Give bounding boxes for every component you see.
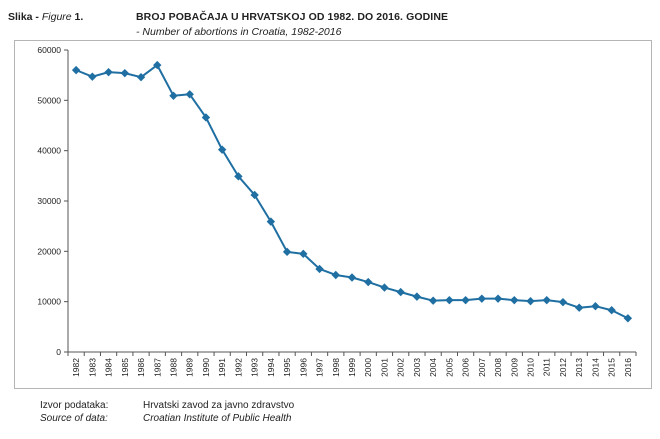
x-tick-label: 2010 xyxy=(526,358,536,377)
data-point xyxy=(185,90,194,99)
x-tick-label: 2007 xyxy=(477,358,487,377)
line-chart: 0 10000 20000 30000 40000 50000 60000 1982 1983… xyxy=(14,40,652,389)
chart-title: BROJ POBAČAJA U HRVATSKOJ OD 1982. DO 20… xyxy=(136,11,449,23)
y-tick-label: 10000 xyxy=(37,297,61,307)
x-tick-label: 1992 xyxy=(233,358,243,377)
y-tick-label: 20000 xyxy=(37,246,61,256)
source-hr: Izvor podataka: Hrvatski zavod za javno z… xyxy=(40,400,294,411)
data-point xyxy=(526,296,535,306)
y-tick-label: 60000 xyxy=(37,45,61,55)
data-point xyxy=(217,145,227,154)
x-tick-label: 2016 xyxy=(623,358,633,377)
chart-area: 0 10000 20000 30000 40000 50000 60000 1982 1983… xyxy=(14,40,652,389)
x-tick-label: 1985 xyxy=(120,358,130,377)
x-tick-label: 2014 xyxy=(590,358,600,377)
x-tick-label: 1999 xyxy=(347,358,357,377)
x-tick-label: 2009 xyxy=(509,358,519,377)
data-point xyxy=(331,270,340,280)
data-point xyxy=(104,67,113,77)
data-point xyxy=(169,91,178,101)
source-label-en: Source of data: xyxy=(40,413,108,424)
x-tick-label: 1998 xyxy=(331,358,341,377)
x-tick-label: 2012 xyxy=(558,358,568,377)
x-tick-label: 2004 xyxy=(428,358,438,377)
x-tick-label: 1988 xyxy=(168,358,178,377)
y-tick-label: 0 xyxy=(56,347,61,357)
x-axis: 1982 1983 1984 1985 1986 1987 1988 1989 1990 1991… xyxy=(67,351,637,377)
data-point xyxy=(88,72,97,81)
x-tick-label: 1994 xyxy=(266,358,276,377)
x-tick-label: 1984 xyxy=(104,358,114,377)
y-tick-label: 40000 xyxy=(37,146,61,156)
data-point xyxy=(591,301,600,311)
source-value-en: Croatian Institute of Public Health xyxy=(143,413,292,424)
data-point xyxy=(558,297,568,307)
x-tick-label: 2013 xyxy=(574,358,584,377)
data-point xyxy=(120,68,129,78)
data-point xyxy=(250,190,259,200)
data-point xyxy=(234,172,243,181)
x-tick-label: 2001 xyxy=(379,358,389,377)
data-point xyxy=(201,113,211,122)
data-point xyxy=(136,72,146,82)
x-tick-label: 1986 xyxy=(136,358,146,377)
data-point xyxy=(153,60,162,70)
data-point xyxy=(477,294,487,303)
data-point xyxy=(461,295,470,305)
data-point xyxy=(364,277,373,287)
data-point xyxy=(396,287,405,297)
x-tick-label: 1983 xyxy=(87,358,97,377)
x-tick-label: 1996 xyxy=(298,358,308,377)
figure-label-number: 1. xyxy=(71,11,84,23)
x-tick-label: 1990 xyxy=(201,358,211,377)
x-tick-label: 1991 xyxy=(217,358,227,377)
data-point xyxy=(71,65,81,75)
chart-subtitle: - Number of abortions in Croatia, 1982-2… xyxy=(136,26,342,38)
data-point xyxy=(607,306,616,315)
data-point xyxy=(315,264,324,274)
x-tick-label: 1995 xyxy=(282,358,292,377)
source-label-hr: Izvor podataka: xyxy=(40,400,109,411)
data-point xyxy=(575,303,584,312)
y-axis: 0 10000 20000 30000 40000 50000 60000 xyxy=(37,45,69,357)
x-tick-label: 1993 xyxy=(250,358,260,377)
y-tick-label: 50000 xyxy=(37,95,61,105)
x-tick-label: 2006 xyxy=(461,358,471,377)
data-point xyxy=(428,296,438,305)
data-point xyxy=(412,292,422,301)
x-tick-label: 2003 xyxy=(412,358,422,377)
series-abortions xyxy=(71,60,633,323)
x-tick-label: 2015 xyxy=(607,358,617,377)
x-tick-label: 1989 xyxy=(185,358,195,377)
figure-label: Slika - Figure 1. xyxy=(8,11,83,23)
y-tick-label: 30000 xyxy=(37,196,61,206)
x-tick-label: 2011 xyxy=(542,358,552,377)
data-point xyxy=(445,295,454,305)
source-en: Source of data: Croatian Institute of Pub… xyxy=(40,413,291,424)
x-tick-label: 2008 xyxy=(493,358,503,377)
source-value-hr: Hrvatski zavod za javno zdravstvo xyxy=(143,400,295,411)
data-point xyxy=(299,249,308,259)
chart-border xyxy=(14,40,652,389)
x-tick-label: 2005 xyxy=(444,358,454,377)
x-tick-label: 1997 xyxy=(315,358,325,377)
data-point xyxy=(542,295,551,305)
data-point xyxy=(282,247,292,257)
figure-label-prefix: Slika - xyxy=(8,11,42,23)
data-point xyxy=(347,273,357,282)
x-tick-label: 2000 xyxy=(363,358,373,377)
x-tick-label: 1987 xyxy=(152,358,162,377)
figure-label-en: Figure xyxy=(41,11,72,23)
data-point xyxy=(623,314,633,323)
data-point xyxy=(493,294,503,303)
x-tick-label: 1982 xyxy=(71,358,81,377)
x-tick-label: 2002 xyxy=(396,358,406,377)
